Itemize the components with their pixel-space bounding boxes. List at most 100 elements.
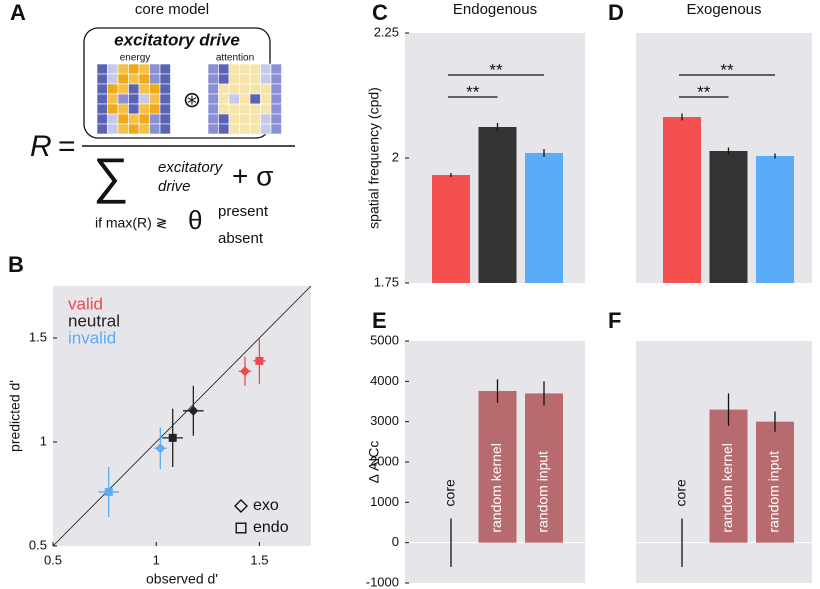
bar: [525, 393, 563, 543]
heatmap-cell: [138, 93, 150, 105]
legend-label: invalid: [68, 328, 116, 347]
heatmap-cell: [260, 63, 272, 75]
legend-label: endo: [253, 519, 289, 536]
heatmap-cell: [239, 123, 251, 135]
heatmap-cell: [117, 83, 129, 95]
panel-label: B: [8, 252, 24, 277]
y-tick-label: 5000: [370, 332, 399, 347]
operator: ⊛: [183, 87, 201, 112]
heatmap-cell: [149, 73, 161, 85]
heatmap-cell: [260, 103, 272, 115]
category-label: random kernel: [488, 443, 504, 533]
heatmap-cell: [270, 73, 282, 85]
data-point: [188, 405, 199, 416]
heatmap-cell: [249, 113, 261, 125]
heatmap-cell: [239, 113, 251, 125]
map-label: energy: [120, 53, 151, 64]
heatmap-cell: [149, 103, 161, 115]
heatmap-cell: [159, 113, 171, 125]
heatmap-cell: [138, 83, 150, 95]
bar: [709, 409, 748, 543]
heatmap-cell: [239, 83, 251, 95]
heatmap-cell: [270, 123, 282, 135]
heatmap-cell: [218, 93, 230, 105]
heatmap-cell: [228, 103, 240, 115]
category-label: random input: [535, 451, 551, 533]
x-tick-label: 1: [153, 552, 160, 567]
heatmap-cell: [128, 83, 140, 95]
heatmap-cell: [260, 73, 272, 85]
heatmap-cell: [159, 83, 171, 95]
heatmap-cell: [207, 93, 219, 105]
outcome: absent: [218, 230, 264, 247]
panel-label: D: [608, 0, 624, 25]
y-tick-label: 1.5: [29, 329, 47, 344]
heatmap-cell: [228, 113, 240, 125]
equals: =: [58, 130, 76, 163]
bar: [756, 156, 794, 283]
y-tick-label: 0: [392, 534, 399, 549]
lhs: R: [30, 130, 52, 163]
heatmap-cell: [159, 73, 171, 85]
legend-label: neutral: [68, 311, 120, 330]
heatmap-cell: [159, 63, 171, 75]
heatmap-cell: [218, 103, 230, 115]
data-point: [155, 443, 166, 454]
heatmap-cell: [270, 113, 282, 125]
heatmap-cell: [249, 63, 261, 75]
y-tick-label: 1.75: [374, 274, 399, 289]
heatmap-cell: [249, 83, 261, 95]
bar: [478, 127, 517, 283]
heatmap-cell: [260, 123, 272, 135]
heatmap-cell: [260, 113, 272, 125]
heatmap-cell: [239, 73, 251, 85]
heatmap-cell: [149, 63, 161, 75]
identity-line: [52, 285, 312, 547]
heatmap-cell: [207, 123, 219, 135]
heatmap-cell: [107, 63, 119, 75]
panel-title: Exogenous: [686, 1, 761, 18]
heatmap-cell: [107, 83, 119, 95]
category-label: core: [673, 479, 689, 506]
heatmap-cell: [218, 73, 230, 85]
heatmap-cell: [270, 103, 282, 115]
panel-label: E: [372, 308, 387, 333]
heatmap-cell: [159, 123, 171, 135]
heatmap-cell: [138, 113, 150, 125]
y-tick-label: -1000: [366, 574, 399, 589]
heatmap-cell: [239, 93, 251, 105]
heatmap-cell: [159, 93, 171, 105]
map-label: attention: [216, 53, 254, 64]
y-tick-label: 2: [392, 149, 399, 164]
heatmap-cell: [138, 73, 150, 85]
heatmap-cell: [96, 103, 108, 115]
heatmap-cell: [218, 123, 230, 135]
y-tick-label: 0.5: [29, 537, 47, 552]
x-tick-label: 0.5: [44, 552, 62, 567]
marker: [235, 522, 247, 534]
heatmap-cell: [149, 83, 161, 95]
heatmap-cell: [96, 83, 108, 95]
heatmap-cell: [270, 63, 282, 75]
heatmap-cell: [96, 113, 108, 125]
heatmap-cell: [228, 73, 240, 85]
heatmap-cell: [218, 113, 230, 125]
heatmap-cell: [260, 83, 272, 95]
heatmap-cell: [207, 73, 219, 85]
heatmap-cell: [107, 73, 119, 85]
heatmap-cell: [218, 83, 230, 95]
heatmap-cell: [207, 83, 219, 95]
y-tick-label: 1: [40, 433, 47, 448]
y-tick-label: 2.25: [374, 24, 399, 39]
heatmap-cell: [159, 103, 171, 115]
y-tick-label: 2000: [370, 453, 399, 468]
heatmap-cell: [128, 73, 140, 85]
heatmap-cell: [207, 103, 219, 115]
legend-label: exo: [253, 497, 279, 514]
heatmap-cell: [117, 123, 129, 135]
panel-title: Endogenous: [453, 1, 537, 18]
heatmap-cell: [228, 123, 240, 135]
category-label: core: [442, 479, 458, 506]
category-label: random input: [766, 451, 782, 533]
y-tick-label: 3000: [370, 413, 399, 428]
